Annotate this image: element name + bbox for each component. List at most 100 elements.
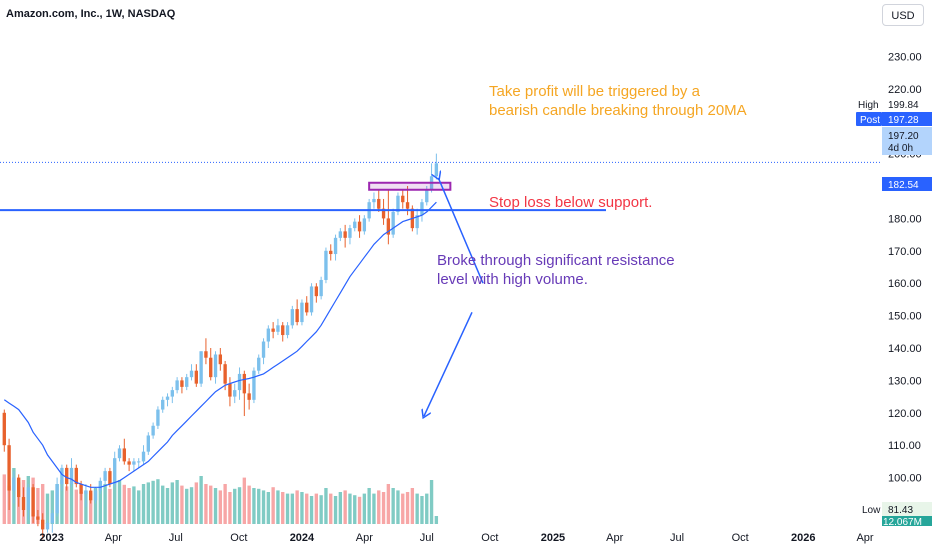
volume-bar [2, 474, 6, 524]
volume-bar [156, 479, 160, 524]
y-tick-label: 120.00 [888, 408, 922, 420]
volume-bar [338, 492, 343, 524]
x-tick-label: Apr [356, 532, 373, 544]
volume-bar [434, 516, 439, 524]
volume-bars [2, 468, 439, 524]
volume-bar [213, 488, 218, 524]
candle-body [117, 448, 122, 459]
candle-body [319, 279, 323, 297]
candle-body [386, 218, 391, 235]
candle-body [338, 231, 343, 238]
support-price-value: 182.54 [888, 180, 919, 191]
candle-body [420, 202, 424, 216]
low-value-badge [882, 502, 932, 516]
candle-body [113, 458, 117, 485]
low-value: 81.43 [888, 505, 913, 516]
volume-bar [180, 485, 184, 524]
volume-bar [50, 490, 54, 524]
candle-body [434, 163, 439, 177]
candle-body [146, 435, 150, 452]
candle-body [213, 354, 218, 378]
candle-body [156, 409, 160, 426]
volume-bar [223, 484, 227, 524]
candle-body [242, 373, 247, 394]
volume-bar [113, 482, 117, 524]
volume-bar [151, 480, 155, 524]
candle-body [74, 467, 78, 485]
user-drawings[interactable] [0, 161, 882, 416]
volume-bar [271, 487, 275, 524]
candle-body [108, 471, 112, 485]
volume-bar [257, 488, 261, 524]
x-tick-label: Oct [732, 532, 749, 544]
candle-body [362, 218, 367, 232]
candle-body [199, 351, 203, 384]
candle-body [261, 341, 266, 358]
volume-bar [65, 486, 69, 524]
y-tick-label: 180.00 [888, 213, 922, 225]
volume-bar [333, 496, 338, 524]
x-tick-label: Jul [420, 532, 434, 544]
time-axis[interactable]: 2023 Apr Jul Oct 2024 Apr Jul Oct 2025 Apr Jul Oct 2… [39, 532, 874, 544]
volume-bar [405, 492, 410, 524]
candle-body [170, 390, 174, 397]
volume-bar [170, 482, 174, 524]
candle-body [17, 477, 21, 498]
candle-body [84, 490, 88, 494]
stop-loss-note: Stop loss below support. [489, 194, 652, 211]
volume-bar [285, 493, 290, 524]
bar-countdown: 4d 0h [888, 143, 913, 154]
post-label: Post [860, 115, 880, 126]
candle-body [127, 461, 131, 465]
volume-bar [69, 483, 74, 524]
volume-bar [36, 488, 40, 524]
volume-bar [252, 488, 256, 524]
post-price-badge [882, 112, 932, 126]
candle-body [50, 513, 54, 523]
candle-body [36, 516, 40, 520]
volume-bar [89, 493, 93, 524]
breakout-arrow-down[interactable] [424, 312, 473, 416]
volume-bar [324, 488, 328, 524]
volume-value: 12.067M [883, 517, 922, 528]
last-price-value: 197.20 [888, 131, 919, 142]
candle-body [281, 325, 285, 336]
volume-bar [60, 480, 64, 524]
candle-body [401, 195, 405, 203]
currency-button[interactable]: USD [882, 4, 924, 26]
moving-average-20 [3, 201, 437, 488]
volume-bar [146, 482, 150, 524]
volume-bar [295, 490, 299, 524]
volume-bar [261, 490, 266, 524]
take-profit-note-line2: bearish candle breaking through 20MA [489, 102, 747, 119]
volume-bar [401, 493, 405, 524]
candle-body [161, 399, 165, 410]
candle-body [333, 237, 338, 255]
volume-bar [103, 484, 107, 524]
candle-body [266, 328, 271, 342]
volume-bar [429, 480, 434, 524]
low-label: Low [862, 505, 881, 516]
candle-body [209, 357, 213, 378]
candle-body [233, 390, 237, 397]
x-tick-label: 2026 [791, 532, 815, 544]
volume-bar [108, 488, 112, 524]
breakout-arrow-up[interactable] [438, 178, 484, 284]
volume-bar [132, 486, 136, 524]
candle-body [21, 497, 26, 510]
candle-body [252, 370, 256, 400]
x-tick-label: Jul [169, 532, 183, 544]
candle-body [372, 198, 376, 203]
candle-body [271, 328, 275, 332]
candle-body [103, 471, 107, 481]
y-tick-label: 110.00 [888, 440, 921, 452]
volume-bar [300, 492, 304, 524]
resistance-zone[interactable] [368, 181, 452, 191]
volume-bar [266, 492, 271, 524]
candle-body [26, 487, 30, 510]
candlesticks [2, 153, 439, 540]
volume-bar [175, 480, 179, 524]
y-tick-label: 170.00 [888, 246, 922, 258]
volume-bar [194, 482, 199, 524]
